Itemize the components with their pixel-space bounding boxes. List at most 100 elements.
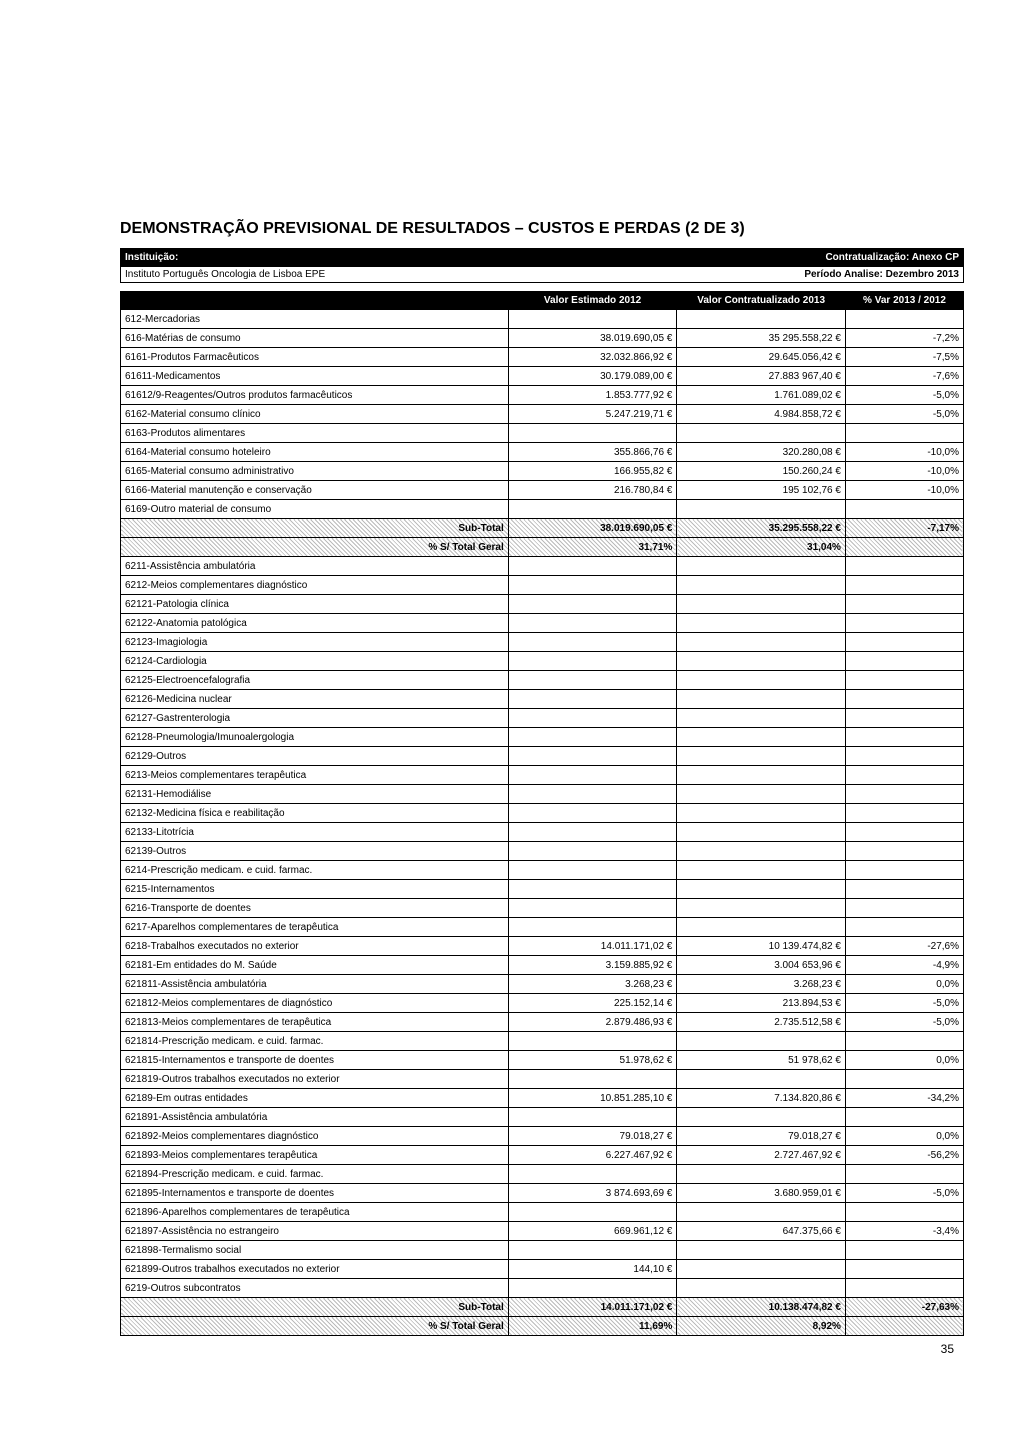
row-v3 <box>845 1165 963 1184</box>
row-v2 <box>677 747 846 766</box>
row-label: 6213-Meios complementares terapêutica <box>121 766 509 785</box>
pct-v1: 11,69% <box>508 1317 677 1336</box>
row-v2: 150.260,24 € <box>677 462 846 481</box>
row-label: 621813-Meios complementares de terapêuti… <box>121 1013 509 1032</box>
row-label: 61611-Medicamentos <box>121 367 509 386</box>
row-v3: -5,0% <box>845 1013 963 1032</box>
row-v1: 5.247.219,71 € <box>508 405 677 424</box>
row-label: 616-Matérias de consumo <box>121 329 509 348</box>
pct-label: % S/ Total Geral <box>121 1317 509 1336</box>
row-v3 <box>845 1032 963 1051</box>
row-v3 <box>845 1241 963 1260</box>
row-label: 62139-Outros <box>121 842 509 861</box>
table-row: 62127-Gastrenterologia <box>121 709 964 728</box>
row-v1: 51.978,62 € <box>508 1051 677 1070</box>
row-v3 <box>845 690 963 709</box>
table-row: 62124-Cardiologia <box>121 652 964 671</box>
row-label: 6219-Outros subcontratos <box>121 1279 509 1298</box>
table-row: 62123-Imagiologia <box>121 633 964 652</box>
row-v1 <box>508 500 677 519</box>
row-v3: -7,6% <box>845 367 963 386</box>
row-v2 <box>677 1070 846 1089</box>
pct-label: % S/ Total Geral <box>121 538 509 557</box>
row-v3 <box>845 918 963 937</box>
table-row: 6215-Internamentos <box>121 880 964 899</box>
row-v2 <box>677 595 846 614</box>
row-v2: 320.280,08 € <box>677 443 846 462</box>
row-v3: -10,0% <box>845 462 963 481</box>
row-v3: -5,0% <box>845 994 963 1013</box>
table-row: 621813-Meios complementares de terapêuti… <box>121 1013 964 1032</box>
row-v3 <box>845 880 963 899</box>
row-v2 <box>677 1108 846 1127</box>
row-v1: 2.879.486,93 € <box>508 1013 677 1032</box>
table-row: 6217-Aparelhos complementares de terapêu… <box>121 918 964 937</box>
row-v1 <box>508 842 677 861</box>
table-row: 621897-Assistência no estrangeiro669.961… <box>121 1222 964 1241</box>
row-v2: 35 295.558,22 € <box>677 329 846 348</box>
subtotal-row-1: Sub-Total 38.019.690,05 € 35.295.558,22 … <box>121 519 964 538</box>
subtotal-v1: 14.011.171,02 € <box>508 1298 677 1317</box>
pct-v1: 31,71% <box>508 538 677 557</box>
row-v1 <box>508 918 677 937</box>
row-v2 <box>677 1279 846 1298</box>
row-v1 <box>508 899 677 918</box>
row-v1: 669.961,12 € <box>508 1222 677 1241</box>
row-v3: -34,2% <box>845 1089 963 1108</box>
row-label: 6218-Trabalhos executados no exterior <box>121 937 509 956</box>
table-row: 621895-Internamentos e transporte de doe… <box>121 1184 964 1203</box>
row-v1: 38.019.690,05 € <box>508 329 677 348</box>
table-row: 6214-Prescrição medicam. e cuid. farmac. <box>121 861 964 880</box>
row-v1 <box>508 785 677 804</box>
row-label: 6161-Produtos Farmacêuticos <box>121 348 509 367</box>
table-row: 62125-Electroencefalografia <box>121 671 964 690</box>
row-v1 <box>508 709 677 728</box>
row-label: 621897-Assistência no estrangeiro <box>121 1222 509 1241</box>
row-label: 621814-Prescrição medicam. e cuid. farma… <box>121 1032 509 1051</box>
row-label: 62127-Gastrenterologia <box>121 709 509 728</box>
row-label: 62131-Hemodiálise <box>121 785 509 804</box>
row-v3: -5,0% <box>845 1184 963 1203</box>
results-table: Valor Estimado 2012 Valor Contratualizad… <box>120 291 964 1336</box>
row-v3 <box>845 671 963 690</box>
row-v3 <box>845 728 963 747</box>
row-v2 <box>677 576 846 595</box>
row-v1: 225.152,14 € <box>508 994 677 1013</box>
table-row: 6216-Transporte de doentes <box>121 899 964 918</box>
row-v3: -10,0% <box>845 443 963 462</box>
row-label: 62123-Imagiologia <box>121 633 509 652</box>
row-v1 <box>508 1241 677 1260</box>
pct-v2: 31,04% <box>677 538 846 557</box>
row-v3: -10,0% <box>845 481 963 500</box>
row-v2: 2.727.467,92 € <box>677 1146 846 1165</box>
row-v2 <box>677 880 846 899</box>
row-v2 <box>677 633 846 652</box>
row-v3 <box>845 614 963 633</box>
row-v3: -56,2% <box>845 1146 963 1165</box>
row-label: 62133-Litotrícia <box>121 823 509 842</box>
row-label: 62124-Cardiologia <box>121 652 509 671</box>
row-v2 <box>677 804 846 823</box>
row-v3: -5,0% <box>845 405 963 424</box>
row-v1 <box>508 1203 677 1222</box>
row-v2: 213.894,53 € <box>677 994 846 1013</box>
pct-row-1: % S/ Total Geral 31,71% 31,04% <box>121 538 964 557</box>
row-v1: 14.011.171,02 € <box>508 937 677 956</box>
row-label: 62125-Electroencefalografia <box>121 671 509 690</box>
row-v1 <box>508 804 677 823</box>
row-v3 <box>845 823 963 842</box>
table-row: 6161-Produtos Farmacêuticos32.032.866,92… <box>121 348 964 367</box>
row-v3 <box>845 633 963 652</box>
table-row: 62132-Medicina física e reabilitação <box>121 804 964 823</box>
row-label: 62122-Anatomia patológica <box>121 614 509 633</box>
row-v2 <box>677 310 846 329</box>
row-label: 6166-Material manutenção e conservação <box>121 481 509 500</box>
row-v2 <box>677 424 846 443</box>
row-v2 <box>677 690 846 709</box>
subtotal-v3: -7,17% <box>845 519 963 538</box>
row-v2 <box>677 728 846 747</box>
row-v1 <box>508 652 677 671</box>
row-label: 62132-Medicina física e reabilitação <box>121 804 509 823</box>
table-row: 62181-Em entidades do M. Saúde3.159.885,… <box>121 956 964 975</box>
row-v1: 1.853.777,92 € <box>508 386 677 405</box>
